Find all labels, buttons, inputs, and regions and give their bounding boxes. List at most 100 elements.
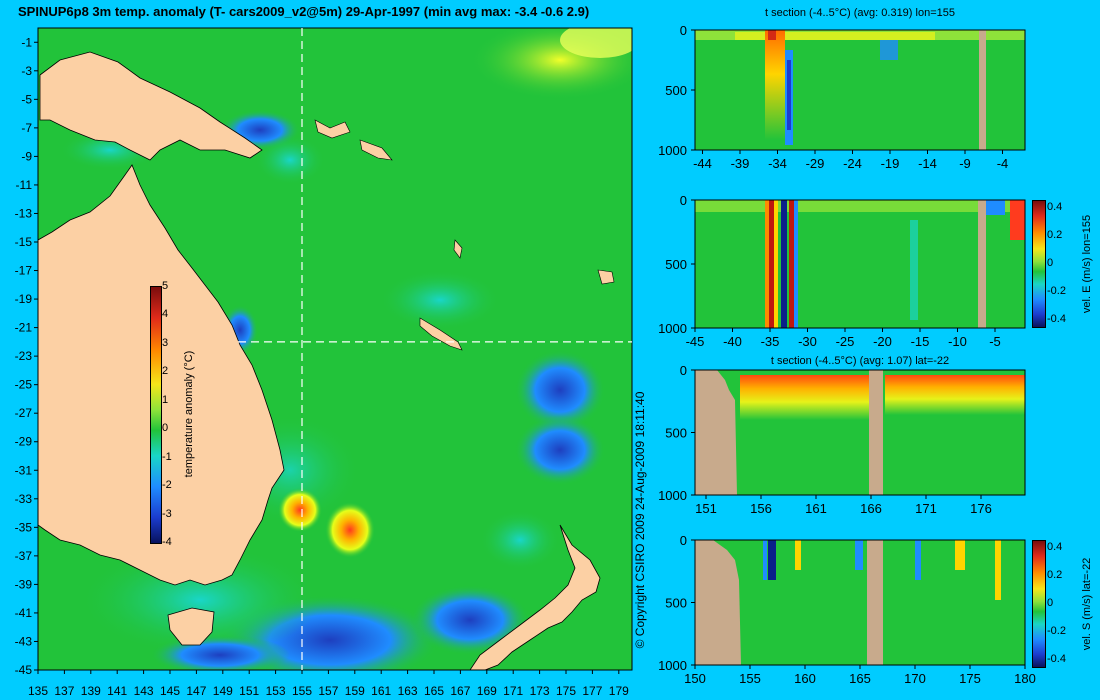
section-x-tick-label: -9 — [959, 156, 971, 171]
map-x-tick-label: 171 — [503, 684, 523, 698]
map-y-tick-label: -33 — [15, 492, 33, 506]
map-section-lines — [238, 28, 632, 670]
map-x-tick-label: 149 — [213, 684, 233, 698]
section-x-tick-label: -10 — [948, 334, 967, 349]
map-y-tick-label: -39 — [15, 577, 33, 591]
map-x-tick-label: 163 — [398, 684, 418, 698]
land-tasmania — [167, 607, 215, 646]
section-x-tick-label: -19 — [881, 156, 900, 171]
map-y-tick-label: -35 — [15, 520, 33, 534]
section-colorbar-tick-label: -0.2 — [1047, 625, 1066, 637]
section-x-tick-label: -15 — [911, 334, 930, 349]
map-colorbar-tick-label: 3 — [162, 336, 169, 349]
map-y-tick-label: -25 — [15, 378, 33, 392]
section-x-tick-label: -45 — [686, 334, 705, 349]
section-y-tick-label: 1000 — [658, 488, 687, 503]
section-colorbar-tick-label: -0.4 — [1047, 653, 1066, 665]
section-x-tick-label: 180 — [1014, 671, 1036, 686]
section-colorbar-tick-label: 0.4 — [1047, 201, 1063, 213]
map-x-tick-label: 153 — [266, 684, 286, 698]
map-y-tick-label: -13 — [15, 206, 33, 220]
map-x-tick-label: 173 — [530, 684, 550, 698]
section-x-tick-label: -29 — [806, 156, 825, 171]
section-y-tick-label: 500 — [665, 596, 687, 611]
section-x-tick-label: 156 — [750, 501, 772, 516]
map-x-tick-label: 139 — [81, 684, 101, 698]
map-colorbar-ticks: 5 4 3 2 1 0 -1 -2 -3 -4 — [162, 280, 182, 548]
section-x-tick-label: -14 — [918, 156, 937, 171]
section-4-colorbar-label: vel. S (m/s) lat=-22 — [1081, 557, 1093, 651]
section-colorbar-tick-label: 0.2 — [1047, 569, 1063, 581]
section-4-colorbar-ticks: 0.4 0.2 0 -0.2 -0.4 — [1047, 540, 1077, 668]
section-x-tick-label: -24 — [843, 156, 862, 171]
section-x-tick-label: 166 — [860, 501, 882, 516]
section-x-tick-label: -4 — [997, 156, 1009, 171]
map-y-tick-label: -19 — [15, 292, 33, 306]
map-colorbar-tick-label: 1 — [162, 393, 169, 406]
section-x-tick-label: -39 — [731, 156, 750, 171]
map-y-tick-label: -43 — [15, 634, 33, 648]
section-y-tick-label: 0 — [680, 193, 687, 208]
section-x-tick-label: 171 — [915, 501, 937, 516]
map-x-tick-label: 177 — [582, 684, 602, 698]
copyright-text: © Copyright CSIRO 2009 24-Aug-2009 18:11… — [633, 391, 647, 649]
map-y-tick-label: -21 — [15, 321, 33, 335]
section-x-tick-label: -25 — [836, 334, 855, 349]
section-x-tick-label: 151 — [695, 501, 717, 516]
map-y-tick-label: -7 — [21, 121, 32, 135]
land-new-zealand — [469, 524, 601, 670]
map-colorbar-tick-label: 0 — [162, 422, 169, 435]
map-axes: 135 137 139 141 143 145 147 149 151 153 155 157 159 1… — [15, 35, 629, 698]
map-y-tick-label: -29 — [15, 435, 33, 449]
map-x-tick-label: 161 — [371, 684, 391, 698]
section-2-colorbar — [1032, 200, 1046, 328]
land-fiji — [597, 269, 615, 285]
map-y-tick-label: -5 — [21, 92, 32, 106]
map-colorbar-tick-label: -3 — [162, 507, 172, 520]
map-colorbar-tick-label: -4 — [162, 536, 172, 548]
section-2-colorbar-ticks: 0.4 0.2 0 -0.2 -0.4 — [1047, 200, 1077, 328]
land-new-guinea — [39, 51, 263, 161]
section-x-tick-label: -40 — [723, 334, 742, 349]
section-1-title: t section (-4..5°C) (avg: 0.319) lon=155 — [765, 7, 955, 19]
section-y-tick-label: 1000 — [658, 658, 687, 673]
map-y-tick-label: -17 — [15, 264, 33, 278]
map-y-tick-label: -1 — [21, 35, 32, 49]
section-1-chart: -44 -39 -34 -29 -24 -19 -14 -9 -4 0 500 1000 — [658, 23, 1026, 171]
map-y-tick-label: -15 — [15, 235, 33, 249]
section-colorbar-tick-label: -0.2 — [1047, 285, 1066, 297]
section-x-tick-label: -35 — [761, 334, 780, 349]
map-colorbar — [150, 286, 162, 544]
map-colorbar-label: temperature anomaly (°C) — [183, 350, 195, 478]
section-x-tick-label: 175 — [959, 671, 981, 686]
section-4-chart: 150 155 160 165 170 175 180 0 500 1000 — [658, 533, 1036, 686]
section-colorbar-tick-label: 0 — [1047, 257, 1054, 269]
section-x-tick-label: -34 — [768, 156, 787, 171]
section-3-title: t section (-4..5°C) (avg: 1.07) lat=-22 — [770, 355, 950, 367]
section-x-tick-label: -30 — [798, 334, 817, 349]
map-x-tick-label: 169 — [477, 684, 497, 698]
map-x-tick-label: 145 — [160, 684, 180, 698]
section-x-tick-label: 176 — [970, 501, 992, 516]
section-x-tick-label: 165 — [849, 671, 871, 686]
map-title: SPINUP6p8 3m temp. anomaly (T- cars2009_… — [18, 4, 590, 19]
map-x-tick-label: 165 — [424, 684, 444, 698]
map-x-tick-label: 167 — [450, 684, 470, 698]
section-y-tick-label: 500 — [665, 426, 687, 441]
map-x-tick-label: 135 — [28, 684, 48, 698]
section-y-tick-label: 1000 — [658, 321, 687, 336]
map-colorbar-tick-label: 4 — [162, 308, 169, 321]
map-x-tick-label: 159 — [345, 684, 365, 698]
map-x-tick-label: 147 — [186, 684, 206, 698]
section-x-tick-label: 160 — [794, 671, 816, 686]
section-x-tick-label: 161 — [805, 501, 827, 516]
section-y-tick-label: 500 — [665, 83, 687, 98]
section-y-tick-label: 1000 — [658, 143, 687, 158]
section-2-colorbar-label: vel. E (m/s) lon=155 — [1081, 214, 1093, 314]
map-y-tick-label: -41 — [15, 606, 33, 620]
map-x-tick-label: 151 — [239, 684, 259, 698]
map-y-tick-label: -27 — [15, 406, 33, 420]
section-colorbar-tick-label: 0.2 — [1047, 229, 1063, 241]
map-x-tick-label: 143 — [134, 684, 154, 698]
map-y-tick-label: -9 — [21, 149, 32, 163]
